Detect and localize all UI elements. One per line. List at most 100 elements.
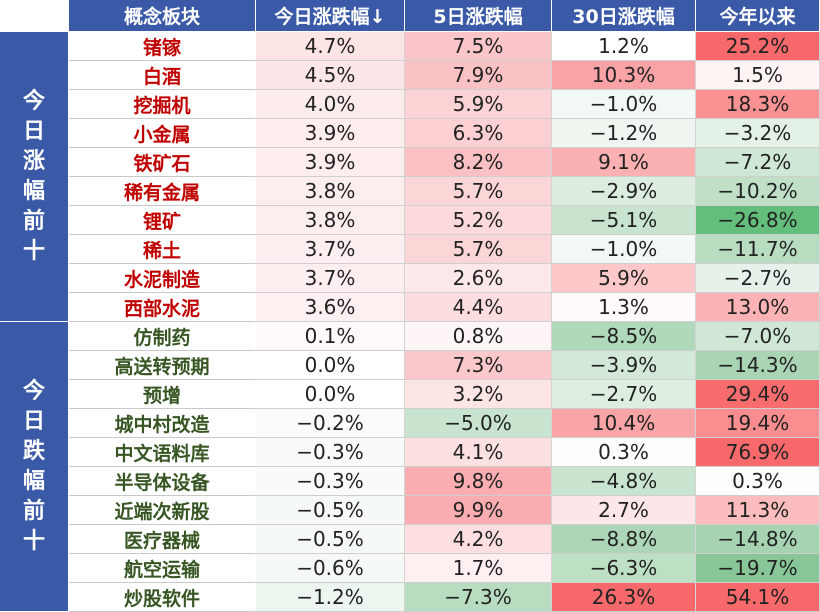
value-cell: 3.9% (256, 119, 405, 148)
column-header-name: 概念板块 (69, 0, 256, 32)
sector-name[interactable]: 挖掘机 (69, 90, 256, 119)
value-cell: −10.2% (696, 177, 820, 206)
sector-name[interactable]: 城中村改造 (69, 409, 256, 438)
value-cell: 10.3% (552, 61, 696, 90)
sector-name[interactable]: 航空运输 (69, 554, 256, 583)
value-cell: 19.4% (696, 409, 820, 438)
value-cell: 0.3% (552, 438, 696, 467)
value-cell: −0.3% (256, 438, 405, 467)
value-cell: 4.7% (256, 32, 405, 61)
value-cell: 4.2% (405, 525, 552, 554)
value-cell: −3.9% (552, 351, 696, 380)
value-cell: −14.3% (696, 351, 820, 380)
sector-name[interactable]: 高送转预期 (69, 351, 256, 380)
value-cell: −14.8% (696, 525, 820, 554)
value-cell: −4.8% (552, 467, 696, 496)
value-cell: −7.3% (405, 583, 552, 612)
value-cell: 1.2% (552, 32, 696, 61)
sector-name[interactable]: 水泥制造 (69, 264, 256, 293)
value-cell: 7.3% (405, 351, 552, 380)
value-cell: −6.3% (552, 554, 696, 583)
value-cell: 0.0% (256, 380, 405, 409)
value-cell: 1.5% (696, 61, 820, 90)
value-cell: −0.6% (256, 554, 405, 583)
value-cell: −1.2% (256, 583, 405, 612)
sector-name[interactable]: 西部水泥 (69, 293, 256, 322)
value-cell: 4.1% (405, 438, 552, 467)
group-label-down: 今日跌幅前十 (0, 322, 69, 612)
value-cell: −1.0% (552, 235, 696, 264)
sector-name[interactable]: 炒股软件 (69, 583, 256, 612)
sector-name[interactable]: 锂矿 (69, 206, 256, 235)
value-cell: 11.3% (696, 496, 820, 525)
value-cell: −11.7% (696, 235, 820, 264)
value-cell: 4.5% (256, 61, 405, 90)
sector-name[interactable]: 半导体设备 (69, 467, 256, 496)
value-cell: 25.2% (696, 32, 820, 61)
sector-name[interactable]: 稀有金属 (69, 177, 256, 206)
sector-name[interactable]: 中文语料库 (69, 438, 256, 467)
value-cell: 6.3% (405, 119, 552, 148)
value-cell: −2.7% (552, 380, 696, 409)
value-cell: 1.3% (552, 293, 696, 322)
value-cell: 0.1% (256, 322, 405, 351)
value-cell: −7.0% (696, 322, 820, 351)
value-cell: 1.7% (405, 554, 552, 583)
sector-name[interactable]: 仿制药 (69, 322, 256, 351)
value-cell: −0.3% (256, 467, 405, 496)
column-header-4[interactable]: 今年以来 (696, 0, 820, 32)
column-header-2[interactable]: 5日涨跌幅 (405, 0, 552, 32)
value-cell: 3.8% (256, 206, 405, 235)
value-cell: 5.9% (552, 264, 696, 293)
value-cell: 0.0% (256, 351, 405, 380)
value-cell: 3.7% (256, 264, 405, 293)
value-cell: 5.7% (405, 235, 552, 264)
column-header-1[interactable]: 今日涨跌幅↓ (256, 0, 405, 32)
value-cell: 3.6% (256, 293, 405, 322)
group-label-up: 今日涨幅前十 (0, 32, 69, 322)
value-cell: 7.9% (405, 61, 552, 90)
value-cell: −7.2% (696, 148, 820, 177)
value-cell: 26.3% (552, 583, 696, 612)
value-cell: −5.0% (405, 409, 552, 438)
value-cell: −0.2% (256, 409, 405, 438)
sector-name[interactable]: 医疗器械 (69, 525, 256, 554)
sector-name[interactable]: 白酒 (69, 61, 256, 90)
value-cell: 5.9% (405, 90, 552, 119)
value-cell: −2.7% (696, 264, 820, 293)
sector-name[interactable]: 稀土 (69, 235, 256, 264)
value-cell: 18.3% (696, 90, 820, 119)
value-cell: 0.3% (696, 467, 820, 496)
value-cell: 4.4% (405, 293, 552, 322)
column-header-3[interactable]: 30日涨跌幅 (552, 0, 696, 32)
value-cell: 76.9% (696, 438, 820, 467)
value-cell: −26.8% (696, 206, 820, 235)
value-cell: 7.5% (405, 32, 552, 61)
value-cell: −0.5% (256, 525, 405, 554)
sector-name[interactable]: 小金属 (69, 119, 256, 148)
value-cell: 10.4% (552, 409, 696, 438)
value-cell: −1.0% (552, 90, 696, 119)
header-corner (0, 0, 69, 32)
value-cell: 13.0% (696, 293, 820, 322)
value-cell: −5.1% (552, 206, 696, 235)
value-cell: 5.2% (405, 206, 552, 235)
sector-name[interactable]: 铁矿石 (69, 148, 256, 177)
value-cell: −1.2% (552, 119, 696, 148)
value-cell: −0.5% (256, 496, 405, 525)
value-cell: 3.7% (256, 235, 405, 264)
value-cell: 3.8% (256, 177, 405, 206)
value-cell: 0.8% (405, 322, 552, 351)
sector-name[interactable]: 预增 (69, 380, 256, 409)
value-cell: 4.0% (256, 90, 405, 119)
sector-name[interactable]: 锗镓 (69, 32, 256, 61)
value-cell: 54.1% (696, 583, 820, 612)
value-cell: 9.9% (405, 496, 552, 525)
value-cell: −2.9% (552, 177, 696, 206)
sector-name[interactable]: 近端次新股 (69, 496, 256, 525)
value-cell: 29.4% (696, 380, 820, 409)
value-cell: −8.8% (552, 525, 696, 554)
value-cell: 2.7% (552, 496, 696, 525)
value-cell: −8.5% (552, 322, 696, 351)
